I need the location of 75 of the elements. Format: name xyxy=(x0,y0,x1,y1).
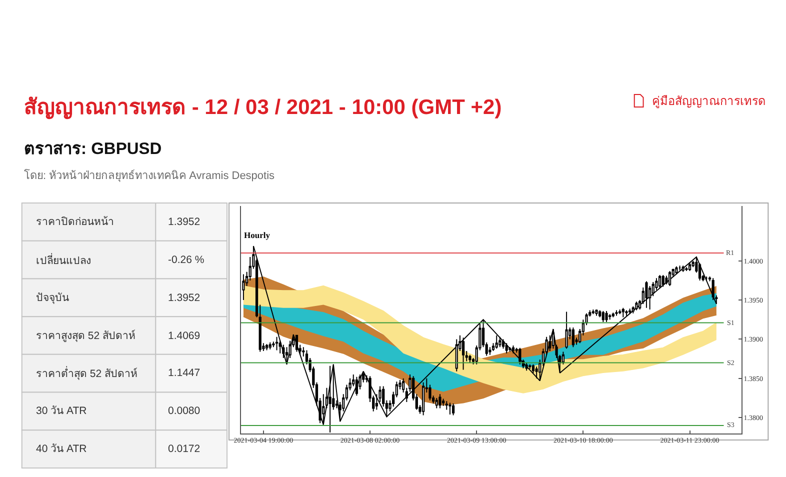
candlestick xyxy=(272,341,275,348)
candlestick xyxy=(592,308,594,315)
candlestick xyxy=(455,338,458,372)
candlestick xyxy=(628,308,632,315)
candlestick xyxy=(662,274,664,288)
candlestick xyxy=(595,308,598,316)
candlestick xyxy=(488,346,492,356)
text: -0.26 % xyxy=(168,254,204,266)
candlestick xyxy=(242,274,245,301)
candlestick xyxy=(462,337,465,370)
candlestick xyxy=(452,403,455,416)
candlestick xyxy=(445,400,448,410)
candlestick xyxy=(605,310,608,322)
category-label: เปลี่ยนแปลง xyxy=(36,253,91,267)
text: คู่มือสัญญาณการเทรด xyxy=(652,94,766,109)
candlestick xyxy=(275,336,278,351)
category-label: 30 วัน ATR xyxy=(36,405,88,417)
candlestick xyxy=(565,311,568,350)
candlestick xyxy=(612,312,614,318)
candlestick xyxy=(435,398,438,409)
text: 1.3952 xyxy=(168,292,200,304)
candlestick xyxy=(572,326,575,348)
candlestick xyxy=(668,270,672,286)
candlestick xyxy=(265,343,268,351)
text: 1.1447 xyxy=(168,367,200,379)
candlestick xyxy=(512,345,515,354)
candlestick xyxy=(622,307,624,318)
candlestick xyxy=(598,310,602,318)
candlestick xyxy=(608,314,612,320)
candlestick xyxy=(278,340,282,354)
candlestick xyxy=(678,265,682,271)
candlestick xyxy=(448,402,452,415)
category-label: 40 วัน ATR xyxy=(36,443,88,455)
candlestick xyxy=(632,306,634,314)
candlestick xyxy=(675,266,678,275)
candlestick xyxy=(495,334,498,350)
candlestick xyxy=(665,275,668,285)
candlestick xyxy=(442,398,445,406)
candlestick xyxy=(682,265,684,272)
candlestick xyxy=(502,338,505,350)
annotation: Hourly xyxy=(244,230,271,240)
candlestick xyxy=(658,274,662,289)
candlestick xyxy=(685,266,688,272)
candlestick xyxy=(615,310,618,316)
candlestick xyxy=(295,334,298,352)
text: 1.3952 xyxy=(168,216,200,228)
candlestick xyxy=(635,301,638,311)
text: 0.0080 xyxy=(168,405,200,417)
candlestick xyxy=(438,394,442,409)
candlestick xyxy=(498,336,502,348)
candlestick xyxy=(602,310,604,322)
category-label: ราคาสูงสุด 52 สัปดาห์ xyxy=(36,329,136,342)
candlestick xyxy=(625,310,628,316)
candlestick xyxy=(518,347,522,365)
candlestick xyxy=(268,342,272,350)
candlestick xyxy=(525,362,528,372)
candlestick xyxy=(712,278,714,301)
text: 1.4069 xyxy=(168,330,200,342)
text: ตราสาร: GBPUSD xyxy=(24,140,162,158)
candlestick xyxy=(528,364,532,370)
candlestick xyxy=(422,382,425,416)
candlestick xyxy=(688,262,692,272)
text: สัญญาณการเทรด - 12 / 03 / 2021 - 10:00 (GMT +2) xyxy=(24,96,502,120)
text: 0.0172 xyxy=(168,443,200,455)
candlestick xyxy=(618,308,622,315)
candlestick xyxy=(505,342,508,354)
category-label: ปัจจุบัน xyxy=(36,292,69,304)
candlestick xyxy=(508,346,512,352)
candlestick xyxy=(468,354,472,364)
category-label: ราคาต่ำสุด 52 สัปดาห์ xyxy=(36,366,138,380)
category-label: ราคาปิดก่อนหน้า xyxy=(36,216,114,228)
candlestick xyxy=(645,280,648,308)
candlestick xyxy=(355,376,358,396)
text: โดย: หัวหน้าฝ่ายกลยุทธ์ทางเทคนิค Avramis Despotis xyxy=(24,168,276,182)
candlestick xyxy=(648,285,652,310)
